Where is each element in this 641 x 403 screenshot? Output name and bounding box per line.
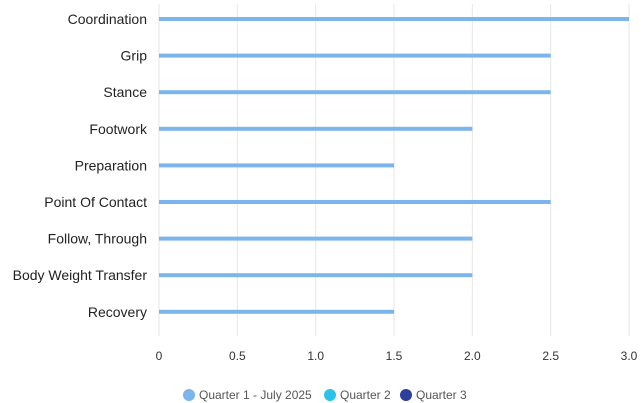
x-tick-label: 0	[156, 349, 163, 363]
bar-recovery-series-1[interactable]	[159, 309, 394, 314]
x-tick-label: 2.5	[542, 349, 559, 363]
legend[interactable]: Quarter 1 - July 2025 Quarter 2 Quarter 3	[183, 388, 467, 402]
bar-coordination-series-1[interactable]	[159, 17, 629, 21]
category-label-follow-through: Follow, Through	[48, 231, 147, 247]
bar-preparation-series-1[interactable]	[159, 163, 394, 168]
grid-lines	[158, 4, 630, 336]
legend-marker-series-1[interactable]	[183, 389, 195, 401]
legend-label-series-3[interactable]: Quarter 3	[416, 388, 467, 402]
legend-label-series-1[interactable]: Quarter 1 - July 2025	[199, 388, 312, 402]
bar-body-weight-transfer-series-1[interactable]	[159, 273, 473, 278]
category-label-footwork: Footwork	[89, 121, 148, 137]
x-tick-label: 0.5	[229, 349, 246, 363]
category-label-stance: Stance	[103, 84, 147, 100]
category-label-recovery: Recovery	[88, 304, 147, 320]
x-tick-label: 1.5	[386, 349, 403, 363]
bar-grip-series-1[interactable]	[159, 53, 551, 58]
x-tick-label: 3.0	[621, 349, 638, 363]
category-label-point-of-contact: Point Of Contact	[44, 194, 147, 210]
bar-point-of-contact-series-1[interactable]	[159, 200, 551, 204]
category-label-grip: Grip	[121, 48, 148, 64]
category-label-body-weight-transfer: Body Weight Transfer	[13, 267, 148, 283]
bar-stance-series-1[interactable]	[159, 90, 551, 95]
bar-footwork-series-1[interactable]	[159, 126, 473, 131]
bars	[159, 17, 629, 314]
category-label-coordination: Coordination	[68, 11, 147, 27]
legend-marker-series-3[interactable]	[400, 389, 412, 401]
x-tick-label: 2.0	[464, 349, 481, 363]
category-labels: Coordination Grip Stance Footwork Preparatio…	[13, 11, 148, 320]
bar-follow-through-series-1[interactable]	[159, 236, 473, 241]
x-axis-ticks: 0 0.5 1.0 1.5 2.0 2.5 3.0	[156, 349, 638, 363]
legend-label-series-2[interactable]: Quarter 2	[340, 388, 391, 402]
category-label-preparation: Preparation	[75, 157, 147, 173]
x-tick-label: 1.0	[307, 349, 324, 363]
legend-marker-series-2[interactable]	[324, 389, 336, 401]
